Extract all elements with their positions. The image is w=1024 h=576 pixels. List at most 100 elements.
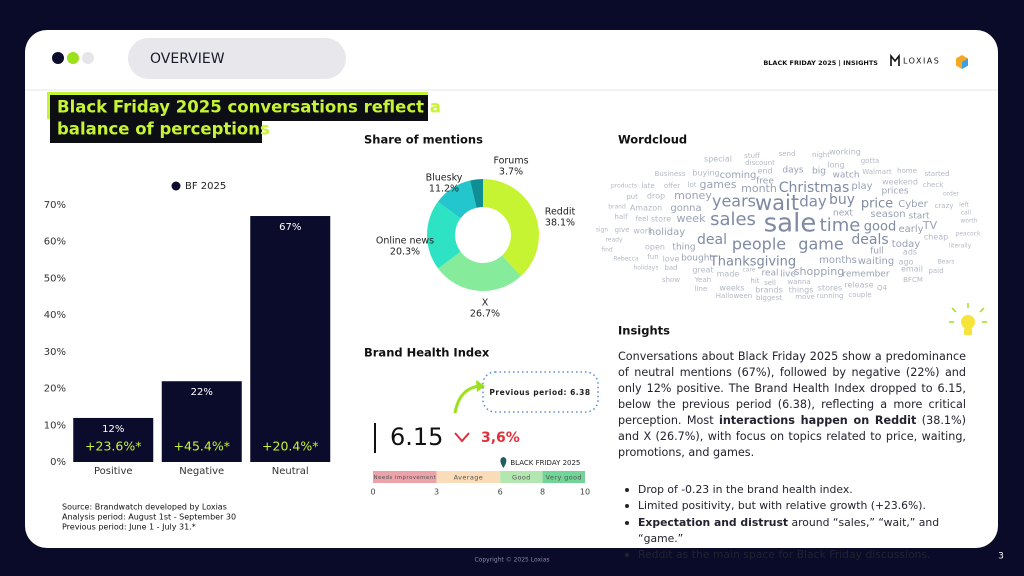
word: shopping [794,265,844,278]
word: sale [764,209,817,239]
word: order [943,191,960,198]
word: sell [764,279,776,287]
word: Christmas [779,180,850,196]
bullet: Reddit as the main space for Black Frida… [618,547,978,563]
word: Yeah [694,276,711,284]
word: started [924,170,949,178]
logo-hex [962,58,968,69]
word: hit [750,277,759,285]
word: wanna [787,278,810,286]
title-box [50,95,428,121]
source-note: Analysis period: August 1st - September … [62,513,236,522]
word: biggest [756,294,782,302]
text: Conversations about Black Friday 2025 sh… [618,350,966,427]
word: brands [755,286,783,295]
y-tick-label: 50% [44,273,66,284]
dot [82,52,94,64]
word: Bears [937,259,954,266]
word: check [923,181,944,189]
word: season [870,209,905,220]
dot [67,52,79,64]
word: time [820,215,861,236]
word: next [833,209,853,219]
word: people [732,235,786,254]
section-pill [128,38,346,79]
word: good [864,220,896,235]
word: cheap [924,233,948,242]
word: line [695,285,708,293]
text: Drop of -0.23 in the brand health index. [638,483,853,496]
y-tick-label: 60% [44,237,66,248]
slice-label: Bluesky [426,173,463,184]
section-label: OVERVIEW [150,51,225,67]
bar [250,216,331,462]
slice-label: Reddit [545,207,576,218]
index-marker [500,457,507,468]
word: email [901,265,923,274]
word: things [789,286,814,295]
word: give [615,226,630,234]
y-tick-label: 20% [44,384,66,395]
word: big [812,167,826,177]
word: full [870,247,884,257]
page-number: 3 [998,552,1004,562]
word: live [780,270,796,280]
word: products [611,183,637,190]
growth-label: +45.4%* [174,439,230,454]
dot [52,52,64,64]
source-note: Source: Brandwatch developed by Loxias [62,503,227,512]
slide-title: balance of perceptions [57,120,270,139]
word: Walmart [862,168,892,176]
word: thing [672,243,695,253]
growth-label: +23.6%* [85,439,141,454]
word: buy [829,192,855,208]
bar [73,417,154,462]
word: long [827,161,844,170]
section-title: Share of mentions [364,133,483,147]
report-label: BLACK FRIDAY 2025 | INSIGHTS [763,59,878,68]
word: brand [608,204,626,211]
word: month [741,182,777,195]
word: Rebecca [613,256,639,263]
word: free [756,177,774,187]
section-title: Insights [618,324,670,338]
word: great [692,266,713,275]
scale-tick-label: 3 [434,488,439,497]
slice-label: X [482,298,489,309]
word: open [645,243,665,252]
bold-text: Expectation and distrust [638,515,789,529]
marker-label: BLACK FRIDAY 2025 [510,459,580,467]
word: made [717,270,740,279]
word: end [757,167,772,176]
section-title: Brand Health Index [364,346,490,360]
word: store [651,215,671,224]
word: coming [720,170,757,181]
slice-label: Forums [493,156,528,167]
slice-value: 38.1% [545,218,575,229]
band-label: Good [512,474,531,482]
word: find [601,247,613,254]
word: remember [842,270,889,280]
word: Thanksgiving [709,255,796,270]
scale-tick-label: 10 [580,488,590,497]
donut-slice [438,251,522,291]
scale-tick-label: 8 [540,488,545,497]
trend-arrow [453,384,480,414]
word: fun [647,253,658,261]
word: money [674,189,712,202]
bullet: Limited positivity, but with relative gr… [618,498,978,514]
word: deals [851,232,888,248]
bold-text: interactions happen on Reddit [719,414,917,427]
y-tick-label: 70% [44,200,66,211]
word: watch [832,171,859,181]
word: stuff [744,152,760,160]
word: days [782,166,804,176]
word: bought [681,254,713,264]
bullet: Drop of -0.23 in the brand health index. [618,482,978,498]
scale-band [436,471,501,483]
word: week [677,212,707,225]
word: drop [647,192,665,201]
word: ads [903,248,917,257]
index-value: 6.15 [390,423,443,451]
